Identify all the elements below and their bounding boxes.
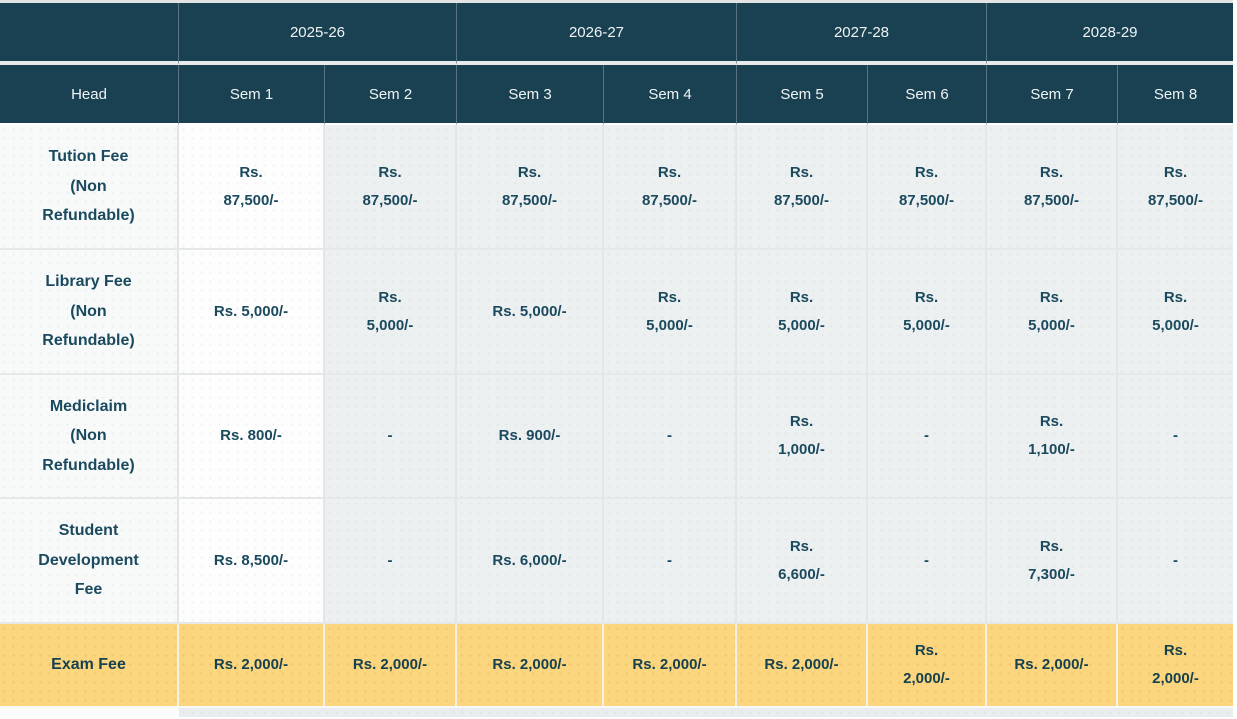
year-header-2026-27: 2026-27 xyxy=(457,3,737,65)
student-development-fee-row-header: Student Development Fee xyxy=(0,499,179,624)
fee-cell: Rs. 87,500/- xyxy=(179,125,325,250)
corner-cell xyxy=(0,3,179,65)
fee-cell: Rs. 900/- xyxy=(457,375,604,499)
mediclaim-row-header: Mediclaim (Non Refundable) xyxy=(0,375,179,499)
fee-cell: Rs. 87,500/- xyxy=(868,125,987,250)
fee-cell: Rs. 5,000/- xyxy=(325,250,457,375)
fee-cell: Rs. 87,500/- xyxy=(457,125,604,250)
sem-8-header: Sem 8 xyxy=(1118,65,1233,125)
exam-fee-row-header: Exam Fee xyxy=(0,624,179,706)
fee-cell: - xyxy=(868,375,987,499)
fee-cell: Rs. 2,000/- xyxy=(868,624,987,706)
fee-cell: Rs. 2,000/- xyxy=(987,624,1118,706)
fee-cell: Rs. 87,500/- xyxy=(987,125,1118,250)
year-header-2027-28: 2027-28 xyxy=(737,3,987,65)
fee-cell: Rs. 1,100/- xyxy=(987,375,1118,499)
fee-cell: Rs. 87,500/- xyxy=(737,125,868,250)
sem-4-header: Sem 4 xyxy=(604,65,737,125)
fee-cell: Rs. 5,000/- xyxy=(868,250,987,375)
fee-cell: Rs. 7,300/- xyxy=(987,499,1118,624)
sem-2-header: Sem 2 xyxy=(325,65,457,125)
year-header-2028-29: 2028-29 xyxy=(987,3,1233,65)
fee-cell: Rs. 2,000/- xyxy=(179,624,325,706)
fee-cell: Rs. 2,000/- xyxy=(1118,624,1233,706)
fee-cell: Rs. 5,000/- xyxy=(457,250,604,375)
fee-cell: - xyxy=(325,375,457,499)
fee-cell: Rs. 800/- xyxy=(179,375,325,499)
fee-cell: Rs. 2,000/- xyxy=(325,624,457,706)
head-column-header: Head xyxy=(0,65,179,125)
fee-cell: Rs. 6,600/- xyxy=(737,499,868,624)
fee-cell: - xyxy=(604,375,737,499)
fee-cell: - xyxy=(868,499,987,624)
sem-7-header: Sem 7 xyxy=(987,65,1118,125)
fee-cell: Rs. 6,000/- xyxy=(457,499,604,624)
fee-cell: Rs. 2,000/- xyxy=(737,624,868,706)
sem-1-header: Sem 1 xyxy=(179,65,325,125)
library-fee-row-header: Library Fee (Non Refundable) xyxy=(0,250,179,375)
fee-cell: Rs. 5,000/- xyxy=(737,250,868,375)
fee-cell: Rs. 1,000/- xyxy=(737,375,868,499)
fee-cell: Rs. 5,000/- xyxy=(1118,250,1233,375)
fee-cell: Rs. 87,500/- xyxy=(604,125,737,250)
sem-3-header: Sem 3 xyxy=(457,65,604,125)
fee-cell: Rs. 5,000/- xyxy=(179,250,325,375)
tution-fee-row-header: Tution Fee (Non Refundable) xyxy=(0,125,179,250)
fee-cell: Rs. 8,500/- xyxy=(179,499,325,624)
fee-cell: Rs. 2,000/- xyxy=(457,624,604,706)
year-header-2025-26: 2025-26 xyxy=(179,3,457,65)
fee-cell: - xyxy=(1118,499,1233,624)
fee-cell: - xyxy=(1118,375,1233,499)
fee-cell: Rs. 5,000/- xyxy=(604,250,737,375)
sem-6-header: Sem 6 xyxy=(868,65,987,125)
bottom-strip xyxy=(179,706,1233,717)
fee-cell: Rs. 87,500/- xyxy=(1118,125,1233,250)
fee-cell: Rs. 2,000/- xyxy=(604,624,737,706)
sem-5-header: Sem 5 xyxy=(737,65,868,125)
fee-cell: - xyxy=(604,499,737,624)
bottom-strip-head xyxy=(0,706,179,717)
fee-cell: Rs. 5,000/- xyxy=(987,250,1118,375)
fee-cell: Rs. 87,500/- xyxy=(325,125,457,250)
fee-cell: - xyxy=(325,499,457,624)
